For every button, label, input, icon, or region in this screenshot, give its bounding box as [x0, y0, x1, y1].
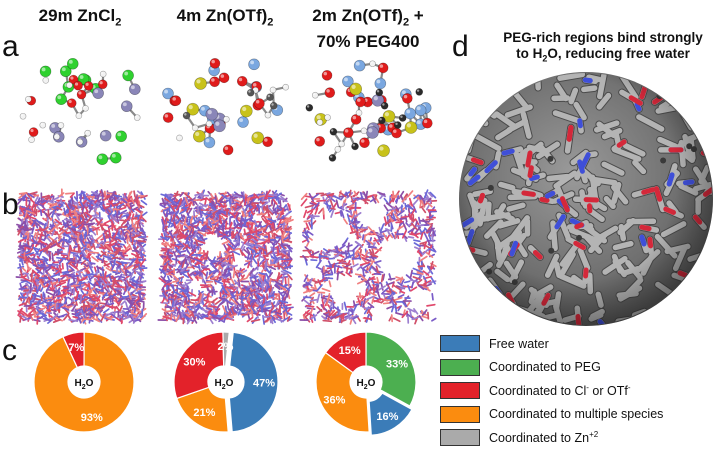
peg-stick-shadow: [520, 75, 535, 79]
donut-slice-label: 36%: [323, 394, 345, 406]
peg-stick-shadow: [700, 123, 703, 143]
peg-stick-shadow: [711, 124, 715, 148]
peg-stick-shadow: [715, 142, 720, 149]
panel-c-donuts: 7%93%H2O 47%21%30%2%H2O 33%16%36%15%H2O: [0, 0, 450, 438]
peg-stick: [686, 297, 699, 306]
donut-center: [69, 367, 99, 397]
peg-stick-shadow: [692, 283, 696, 295]
peg-stick-shadow: [633, 318, 642, 328]
peg-stick-shadow: [455, 242, 460, 262]
peg-stick-shadow: [462, 106, 474, 117]
peg-stick-shadow: [661, 305, 670, 316]
peg-stick: [476, 103, 494, 116]
donut-slice-label: 7%: [68, 342, 84, 354]
peg-stick: [697, 289, 719, 290]
peg-stick-shadow: [683, 296, 688, 307]
peg-stick-shadow: [712, 143, 714, 162]
peg-stick-shadow: [708, 109, 714, 128]
peg-stick-shadow: [697, 77, 717, 84]
peg-stick-shadow: [470, 104, 486, 123]
donut-center: [209, 367, 239, 397]
panel-d-caption-pre: to H: [516, 46, 542, 61]
peg-stick: [702, 285, 707, 306]
peg-stick-shadow: [464, 94, 485, 101]
peg-stick-shadow: [645, 83, 655, 85]
donut-chart-znotf2-peg: 33%16%36%15%H2O: [316, 332, 416, 435]
peg-stick-shadow: [473, 68, 488, 78]
peg-stick-shadow: [455, 305, 467, 321]
donut-slice-label: 15%: [339, 345, 361, 357]
peg-stick: [645, 83, 655, 85]
peg-stick-shadow: [484, 316, 507, 318]
peg-stick: [480, 68, 498, 81]
donut-center: [351, 367, 381, 397]
donut-slice-label: 47%: [253, 377, 275, 389]
peg-stick-shadow: [476, 95, 478, 110]
peg-stick-shadow: [649, 311, 669, 325]
peg-stick-shadow: [476, 103, 494, 116]
peg-stick-shadow: [688, 284, 704, 304]
panel-label-d: d: [452, 32, 469, 62]
peg-stick-shadow: [707, 68, 713, 75]
peg-stick-shadow: [465, 91, 490, 96]
donut-slice-label: 16%: [376, 411, 398, 423]
peg-stick: [688, 284, 704, 304]
panel-d-caption: PEG-rich regions bind strongly to H2O, r…: [488, 30, 718, 67]
peg-stick-shadow: [686, 297, 699, 306]
donut-slice-label: 93%: [81, 412, 103, 424]
peg-stick-shadow: [479, 301, 499, 306]
peg-stick-shadow: [530, 319, 531, 333]
panel-d-caption-line1: PEG-rich regions bind strongly: [503, 30, 703, 45]
peg-stick-shadow: [697, 289, 719, 290]
peg-stick: [455, 73, 464, 80]
donut-chart-zncl2: 7%93%H2O: [34, 332, 134, 432]
peg-stick-shadow: [480, 68, 498, 81]
peg-stick-shadow: [689, 279, 697, 292]
donut-slice-label: 30%: [183, 356, 205, 368]
peg-stick-shadow: [503, 80, 516, 82]
donut-chart-znotf2: 47%21%30%2%H2O: [174, 332, 278, 432]
peg-stick: [464, 94, 485, 101]
peg-stick-shadow: [708, 68, 710, 84]
peg-stick-shadow: [463, 285, 471, 301]
peg-stick-shadow: [674, 103, 697, 108]
donut-slice-label: 21%: [193, 407, 215, 419]
peg-stick-shadow: [455, 72, 462, 84]
peg-stick: [463, 285, 471, 301]
peg-stick-shadow: [700, 280, 713, 284]
peg-stick-shadow: [477, 73, 500, 86]
peg-stick-shadow: [686, 95, 695, 102]
peg-stick-shadow: [665, 307, 685, 321]
panel-d-caption-post: O, reducing free water: [547, 46, 690, 61]
peg-stick-shadow: [455, 73, 464, 80]
donut-slice-label: 2%: [218, 341, 234, 353]
peg-stick-shadow: [702, 285, 707, 306]
panel-d-sphere: [455, 68, 720, 333]
peg-stick: [465, 91, 490, 96]
peg-stick-shadow: [473, 104, 476, 114]
donut-slice-label: 33%: [386, 359, 408, 371]
